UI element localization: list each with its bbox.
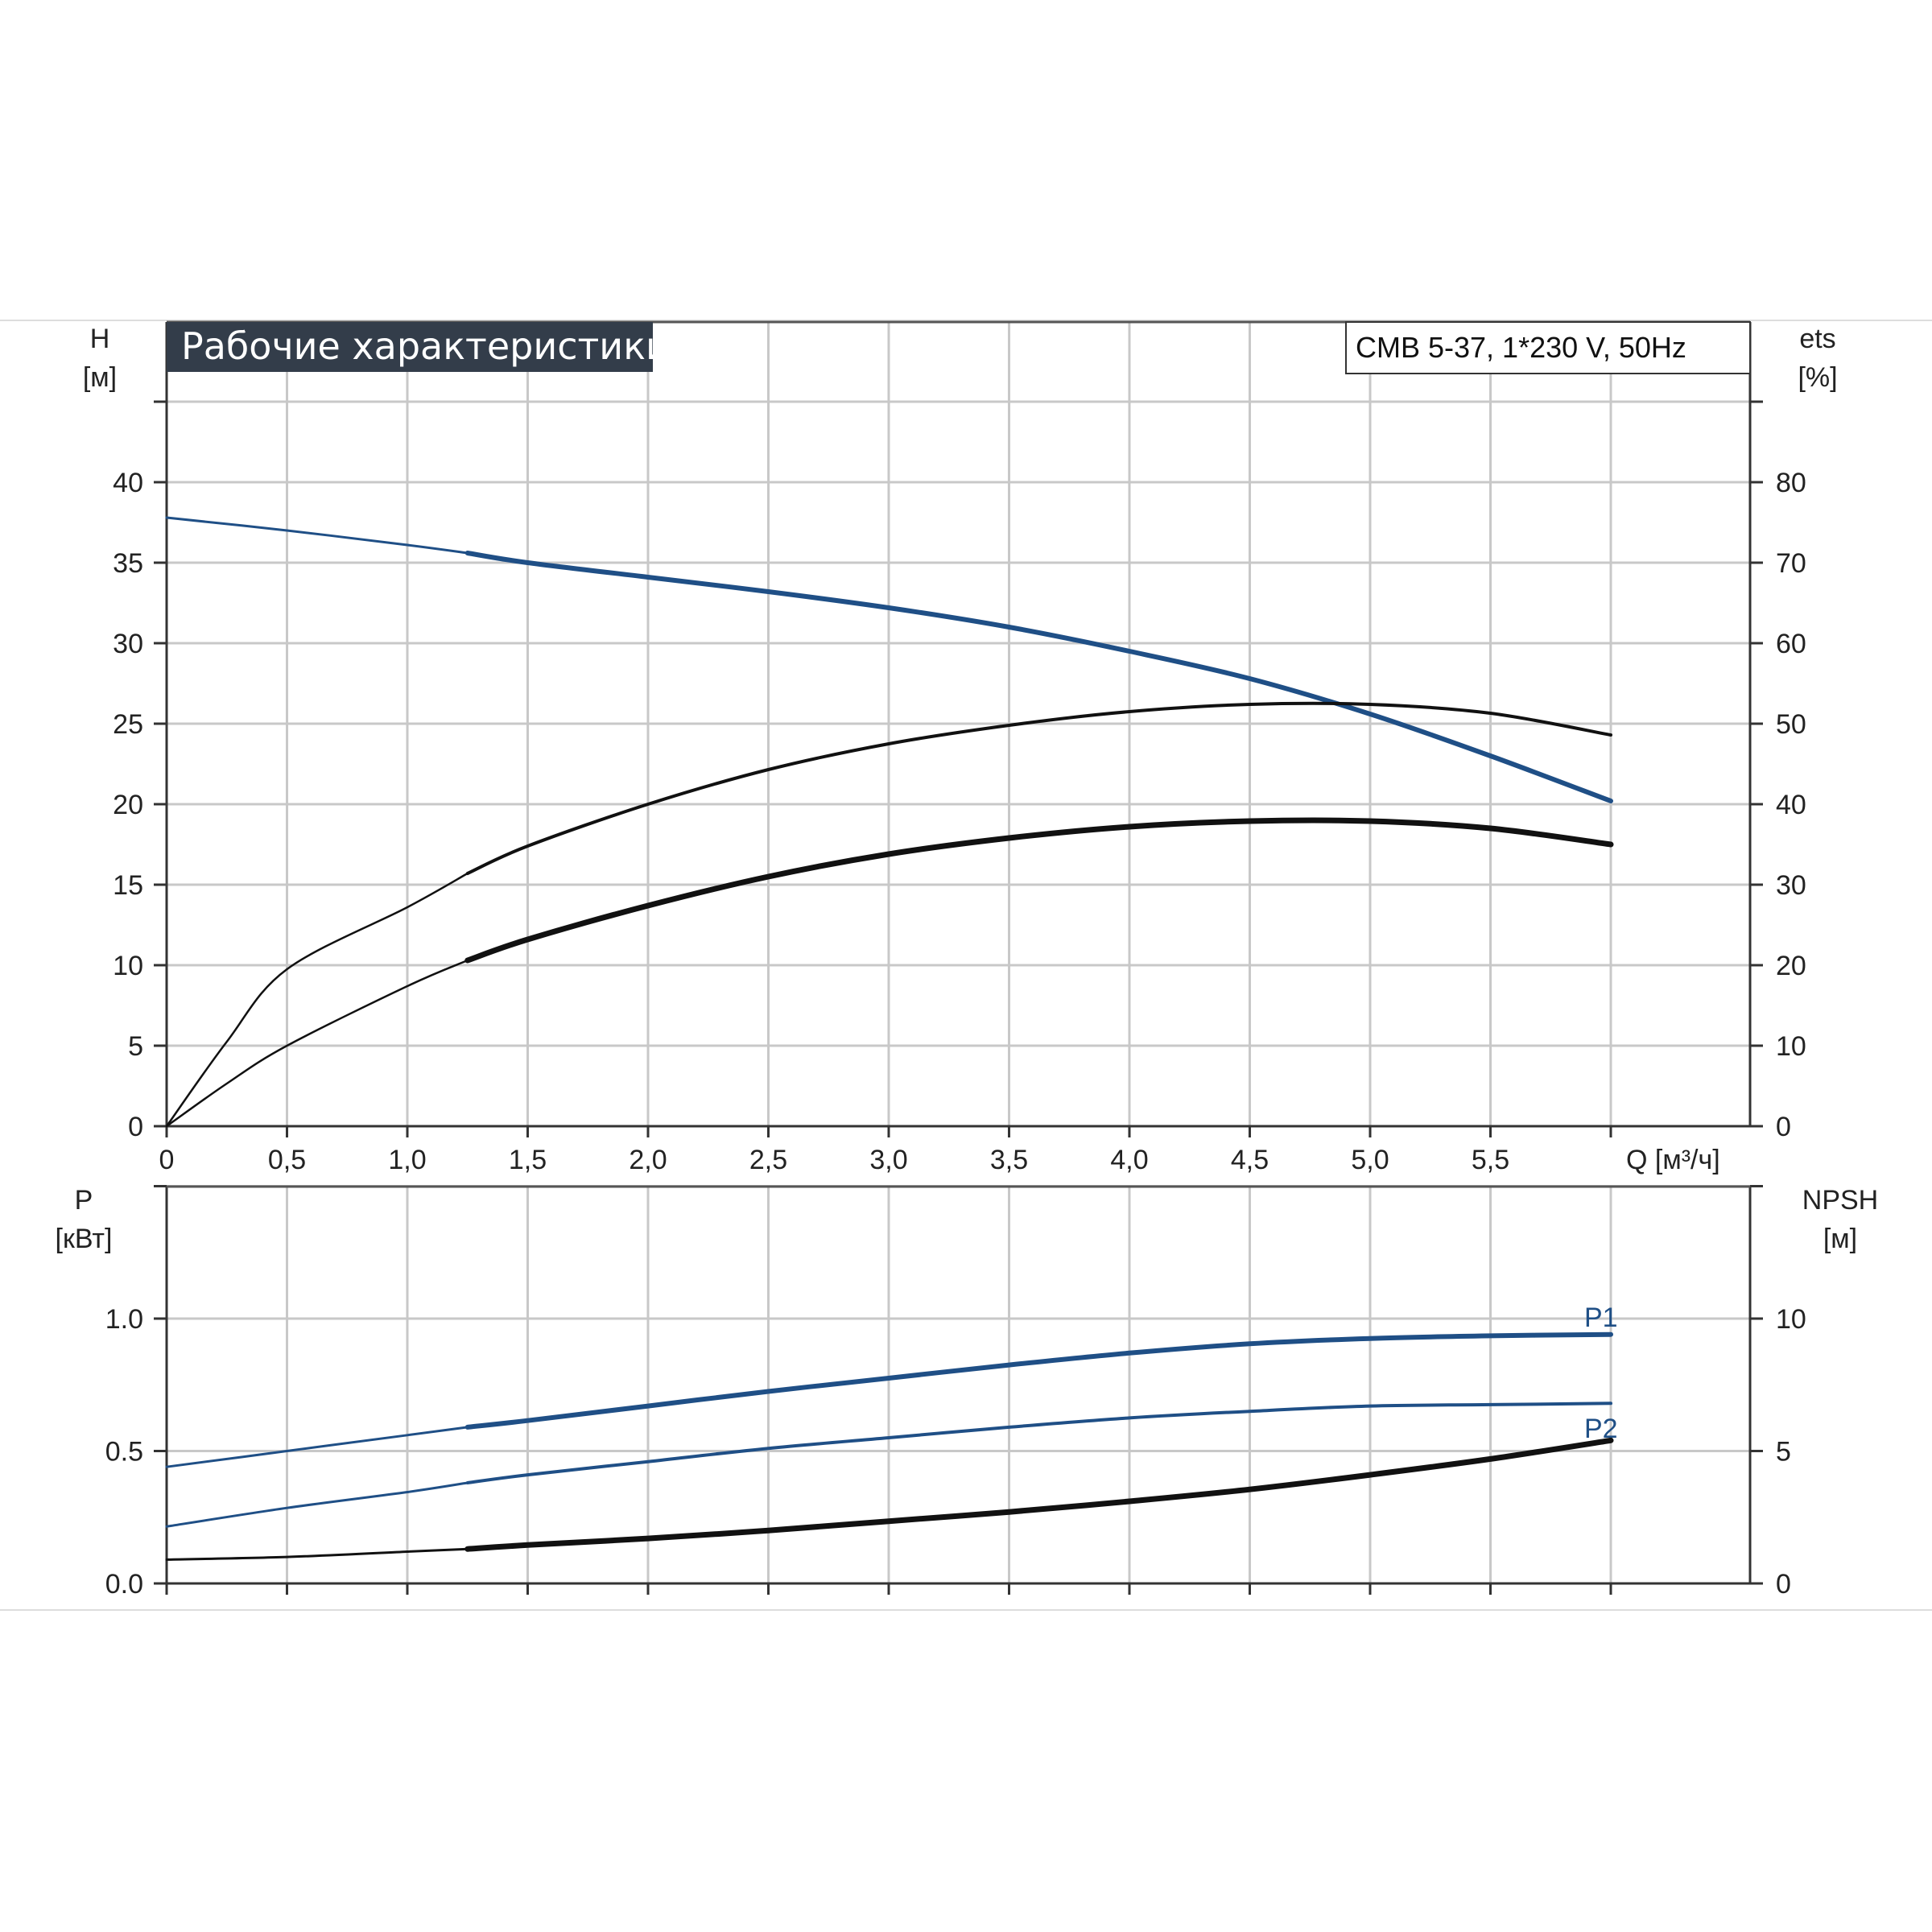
x-tick-label: 2,5: [749, 1145, 787, 1175]
y-left-tick-label-top: 35: [113, 548, 143, 579]
y-left-tick-label-top: 40: [113, 468, 143, 498]
efficiency-curve-pump: [465, 701, 1612, 875]
y-left-tick-label-top: 25: [113, 709, 143, 740]
tick-labels: 0 0,5 1,0 1,5 2,0 2,5 3,0 3,5 4,0 4,5 5,0 5,5 0 5 10 15…: [105, 468, 1806, 1600]
efficiency-curve-total: [464, 817, 1614, 964]
y-left-unit-top: [м]: [83, 362, 117, 393]
x-tick-label: 4,0: [1110, 1145, 1148, 1175]
y-right-tick-label-top: 10: [1776, 1031, 1806, 1062]
y-left-tick-label-bottom: 1.0: [105, 1304, 143, 1335]
y-right-tick-label-bottom: 0: [1776, 1569, 1791, 1600]
y-right-tick-label-top: 0: [1776, 1112, 1791, 1142]
y-left-tick-label-bottom: 0.5: [105, 1437, 143, 1468]
y-left-tick-label-top: 10: [113, 951, 143, 981]
efficiency-curve-pump-thin: [165, 872, 469, 1128]
y-left-tick-label-top: 30: [113, 629, 143, 659]
y-left-tick-label-top: 5: [128, 1031, 143, 1062]
p1-curve-label: P1: [1584, 1302, 1618, 1333]
y-right-label-bottom: NPSH: [1802, 1185, 1878, 1216]
power-p1-curve: [464, 1331, 1613, 1430]
chart-title: Рабочие характеристики: [181, 324, 670, 368]
x-tick-label: 0: [159, 1145, 175, 1175]
npsh-curve: [464, 1437, 1614, 1552]
power-p2-curve: [465, 1402, 1612, 1484]
y-left-label-top: H: [90, 324, 110, 354]
y-left-label-bottom: P: [75, 1185, 93, 1216]
x-tick-label: 1,0: [388, 1145, 426, 1175]
y-right-tick-label-top: 40: [1776, 790, 1806, 820]
top-panel-curves: [165, 516, 1614, 1128]
title-box: [167, 322, 653, 372]
y-right-tick-label-top: 60: [1776, 629, 1806, 659]
model-label: CMB 5-37, 1*230 V, 50Hz: [1356, 331, 1686, 364]
y-left-unit-bottom: [кВт]: [56, 1224, 113, 1254]
y-left-tick-label-top: 20: [113, 790, 143, 820]
y-left-tick-label-bottom: 0.0: [105, 1569, 143, 1600]
y-right-tick-label-top: 80: [1776, 468, 1806, 498]
y-right-tick-label-top: 50: [1776, 709, 1806, 740]
efficiency-curve-total-thin: [165, 959, 469, 1128]
head-curve: [464, 551, 1613, 803]
x-tick-label: 4,5: [1231, 1145, 1269, 1175]
bottom-panel-grid: [154, 1185, 1763, 1595]
x-tick-label: 3,5: [990, 1145, 1028, 1175]
x-tick-label: 0,5: [268, 1145, 306, 1175]
y-right-unit-bottom: [м]: [1823, 1224, 1857, 1254]
x-tick-label: 3,0: [869, 1145, 907, 1175]
model-box: [1345, 321, 1751, 374]
x-axis-unit: Q [м³/ч]: [1626, 1145, 1720, 1175]
y-right-tick-label-top: 30: [1776, 870, 1806, 901]
y-right-tick-label-top: 70: [1776, 548, 1806, 579]
x-tick-label: 1,5: [509, 1145, 547, 1175]
top-panel-grid: [154, 320, 1763, 1137]
x-tick-label: 5,0: [1351, 1145, 1389, 1175]
power-p1-curve-thin: [165, 1426, 469, 1468]
y-left-tick-label-top: 0: [128, 1112, 143, 1142]
y-right-unit-top: [%]: [1798, 362, 1837, 393]
y-right-tick-label-bottom: 5: [1776, 1437, 1791, 1468]
bottom-panel-curves: [165, 1331, 1614, 1561]
power-p2-curve-thin: [165, 1481, 469, 1528]
y-right-label-top: ets: [1799, 324, 1835, 354]
x-tick-label: 5,5: [1472, 1145, 1509, 1175]
head-curve-thin: [165, 516, 469, 555]
y-right-tick-label-top: 20: [1776, 951, 1806, 981]
y-left-tick-label-top: 15: [113, 870, 143, 901]
x-tick-label: 2,0: [629, 1145, 667, 1175]
npsh-curve-thin: [165, 1547, 469, 1561]
y-right-tick-label-bottom: 10: [1776, 1304, 1806, 1335]
p2-curve-label: P2: [1584, 1414, 1618, 1444]
page-frame: [0, 320, 1932, 1611]
